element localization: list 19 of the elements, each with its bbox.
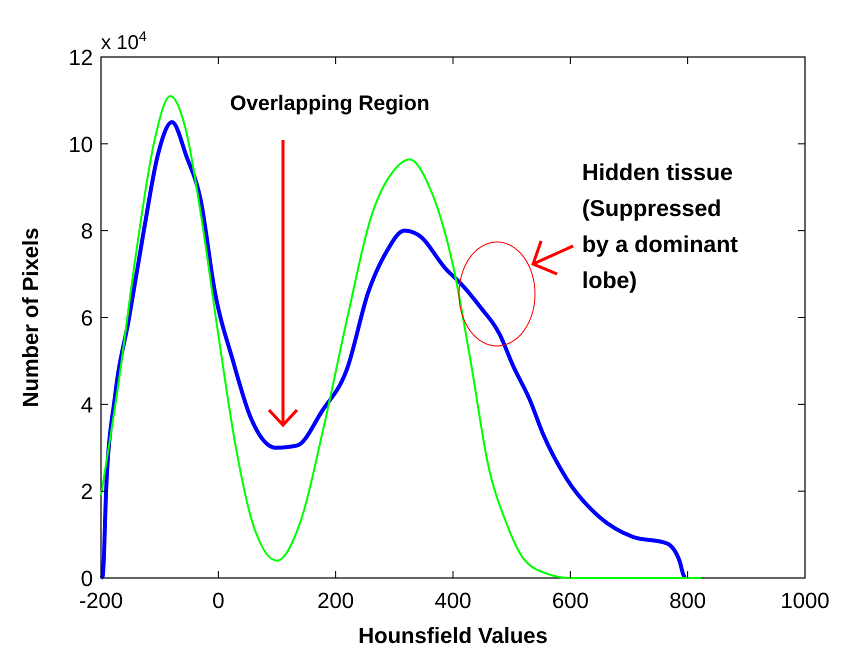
x-tick-label: 1000: [780, 588, 830, 613]
y-tick-label: 4: [80, 392, 93, 418]
x-axis-title: Hounsfield Values: [358, 623, 548, 648]
y-tick-label: 12: [68, 45, 93, 70]
x-tick-label: 600: [552, 588, 589, 613]
x-tick-label: 0: [212, 588, 224, 613]
y-axis-title: Number of Pixels: [18, 228, 43, 408]
annotation: Overlapping Region: [230, 92, 430, 115]
x-tick-label: 800: [669, 588, 706, 613]
y-tick-label: 8: [80, 218, 93, 244]
y-tick-label: 0: [80, 566, 93, 591]
y-tick-label: 2: [80, 479, 93, 504]
y-tick-label: 6: [80, 306, 93, 330]
text: x 10$^{4}$: [101, 28, 147, 54]
x-tick-label: -200: [78, 588, 124, 613]
x-tick-label: 400: [434, 588, 472, 613]
annotation: Hidden tissue (Suppressed by a dominant lobe): [582, 159, 738, 293]
x-tick-label: 200: [317, 588, 354, 613]
y-tick-label: 10: [68, 132, 93, 157]
